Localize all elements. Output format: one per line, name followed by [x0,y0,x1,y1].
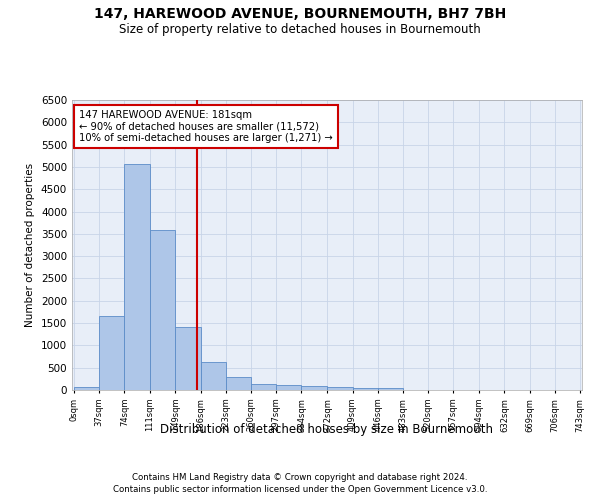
Text: Contains HM Land Registry data © Crown copyright and database right 2024.: Contains HM Land Registry data © Crown c… [132,472,468,482]
Bar [378,388,403,390]
Bar [353,388,378,390]
Text: 147 HAREWOOD AVENUE: 181sqm
← 90% of detached houses are smaller (11,572)
10% of: 147 HAREWOOD AVENUE: 181sqm ← 90% of det… [79,110,333,143]
Bar [328,388,353,390]
Text: Contains public sector information licensed under the Open Government Licence v3: Contains public sector information licen… [113,485,487,494]
Bar [149,230,175,390]
Bar [175,326,200,390]
Text: 147, HAREWOOD AVENUE, BOURNEMOUTH, BH7 7BH: 147, HAREWOOD AVENUE, BOURNEMOUTH, BH7 7… [94,8,506,22]
Text: Distribution of detached houses by size in Bournemouth: Distribution of detached houses by size … [161,422,493,436]
Bar [301,386,328,390]
Bar [226,377,251,390]
Bar [251,384,276,390]
Y-axis label: Number of detached properties: Number of detached properties [25,163,35,327]
Bar [124,164,149,390]
Bar [276,385,301,390]
Text: Size of property relative to detached houses in Bournemouth: Size of property relative to detached ho… [119,22,481,36]
Bar [74,387,99,390]
Bar [99,316,124,390]
Bar [200,362,226,390]
